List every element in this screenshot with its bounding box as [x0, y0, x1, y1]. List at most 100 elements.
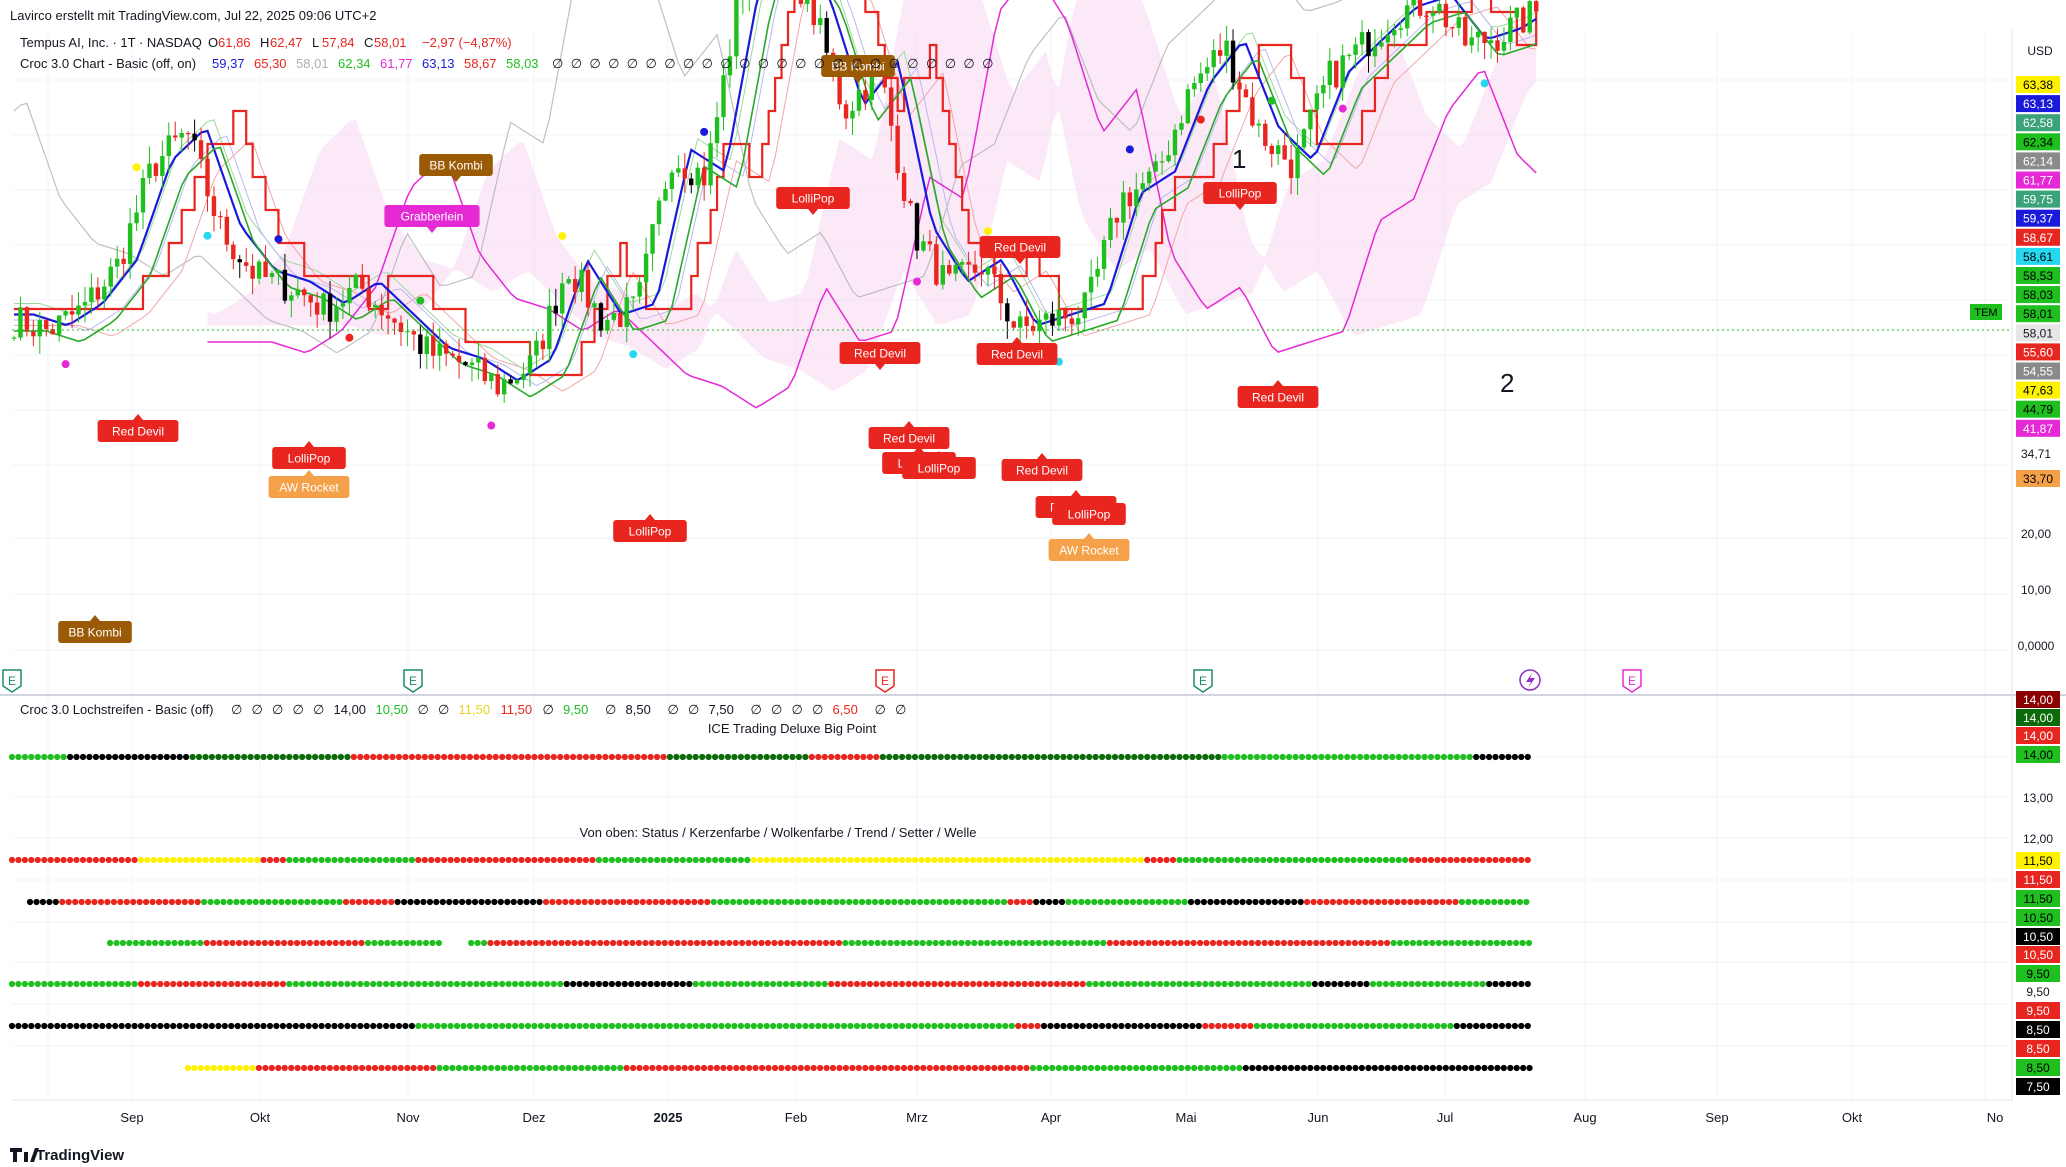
dividend-icon[interactable] [1519, 669, 1541, 691]
candle-body [1172, 129, 1178, 156]
signal-label-lollipop[interactable]: LolliPop [776, 187, 850, 215]
dot [230, 1064, 237, 1072]
dot [376, 1022, 383, 1030]
signal-label-red-devil[interactable]: Red Devil [979, 236, 1061, 264]
dot [85, 898, 92, 906]
symbol-line[interactable]: Tempus AI, Inc. · 1T · NASDAQ O 61,86 H 62,4… [20, 35, 512, 50]
dot [344, 856, 351, 864]
dot [1000, 898, 1008, 906]
dot [1053, 856, 1060, 864]
price-change: −2,97 (−4,87%) [422, 35, 512, 50]
signal-label-lollipop[interactable]: LolliPop [1203, 182, 1277, 210]
indicator2-line[interactable]: Croc 3.0 Lochstreifen - Basic (off) ∅ ∅ ∅ ∅ ∅… [20, 702, 906, 717]
signal-label-aw-rocket[interactable]: AW Rocket [1048, 533, 1130, 561]
indicator2-item: ∅ [875, 702, 886, 717]
dot [1294, 1064, 1301, 1072]
dot [995, 753, 1003, 761]
dot [265, 898, 272, 906]
dot [1150, 753, 1157, 761]
dot [1452, 898, 1459, 906]
candle-body [1263, 123, 1268, 146]
dot [281, 939, 288, 947]
candle-body [89, 287, 94, 302]
tradingview-logo[interactable]: TradingView [10, 1147, 124, 1164]
signal-label-bb-kombi[interactable]: BB Kombi [58, 615, 132, 643]
dot [1408, 980, 1415, 988]
dot [371, 1064, 379, 1072]
signal-label-red-devil[interactable]: Red Devil [868, 421, 950, 449]
price-scale-label-text: 58,01 [2023, 307, 2053, 321]
lower-scale-label-bg [2016, 1059, 2060, 1076]
price-axis-tick: 0,0000 [2018, 639, 2055, 653]
dot [982, 753, 990, 761]
dot [1523, 898, 1530, 906]
candle-body [11, 337, 17, 339]
earnings-marker[interactable]: E [1622, 669, 1642, 693]
indicator1-empty: ∅ [963, 56, 974, 71]
dot [157, 1022, 164, 1030]
earnings-marker[interactable]: E [403, 669, 423, 693]
dot [590, 939, 597, 947]
dot [339, 939, 346, 947]
signal-label-red-devil[interactable]: Red Devil [1237, 380, 1319, 408]
candle-body [1366, 32, 1371, 57]
signal-label-lollipop[interactable]: LolliPop [613, 514, 687, 542]
dot [410, 1064, 417, 1072]
dot [1286, 1022, 1293, 1030]
indicator2-item: ∅ [895, 702, 906, 717]
signal-label-bb-kombi[interactable]: BB Kombi [821, 55, 895, 83]
signal-label-red-devil[interactable]: Red Devil [1001, 453, 1083, 481]
candle-body [1217, 50, 1223, 56]
dot [524, 856, 532, 864]
signal-label-lollipop[interactable]: LolliPop [272, 441, 346, 469]
dot [679, 753, 686, 761]
price-scale-label-text: 41,87 [2023, 422, 2053, 436]
dot [422, 939, 430, 947]
indicator2-item: 6,50 [833, 702, 858, 717]
dot [163, 753, 170, 761]
dot [210, 1064, 217, 1072]
dot [633, 898, 640, 906]
dot [712, 1022, 719, 1030]
dot [112, 1022, 119, 1030]
dot [782, 856, 790, 864]
dot [1249, 1064, 1256, 1072]
dot [653, 1022, 661, 1030]
indicator1-line[interactable]: Croc 3.0 Chart - Basic (off, on) 59,37 65,… [20, 56, 993, 71]
dot [628, 1022, 635, 1030]
dot [415, 1022, 422, 1030]
ohlc-o: 61,86 [218, 35, 251, 50]
dot [733, 1064, 740, 1072]
dot [79, 753, 87, 761]
dot [1073, 753, 1080, 761]
earnings-marker[interactable]: E [1193, 669, 1213, 693]
dot [1336, 898, 1343, 906]
signal-label-red-devil[interactable]: Red Devil [976, 337, 1058, 365]
dot [621, 1022, 628, 1030]
dot [421, 856, 428, 864]
signal-label-aw-rocket[interactable]: AW Rocket [268, 470, 350, 498]
indicator2-item: ∅ [418, 702, 429, 717]
dot [301, 1064, 308, 1072]
dot [1073, 980, 1080, 988]
signal-label-lollipop[interactable]: LolliPop [902, 451, 976, 479]
dot [404, 1064, 411, 1072]
signal-label-bb-kombi[interactable]: BB Kombi [419, 154, 493, 182]
dot-row [8, 1022, 1531, 1030]
dot [905, 753, 912, 761]
indicator2-item: ∅ [293, 702, 304, 717]
earnings-marker[interactable]: E [2, 669, 22, 693]
signal-label-grabberlein[interactable]: Grabberlein [384, 205, 480, 233]
signal-label-red-devil[interactable]: Red Devil [839, 342, 921, 370]
dot [371, 939, 378, 947]
signal-label-lollipop[interactable]: LolliPop [1052, 497, 1126, 525]
dot [79, 980, 87, 988]
dot [1326, 939, 1333, 947]
candle-body [1334, 60, 1339, 88]
signal-label-text: LolliPop [1219, 187, 1262, 201]
signal-label-red-devil[interactable]: Red Devil [97, 414, 179, 442]
dot [517, 898, 524, 906]
dot [466, 1022, 473, 1030]
earnings-marker[interactable]: E [875, 669, 895, 693]
